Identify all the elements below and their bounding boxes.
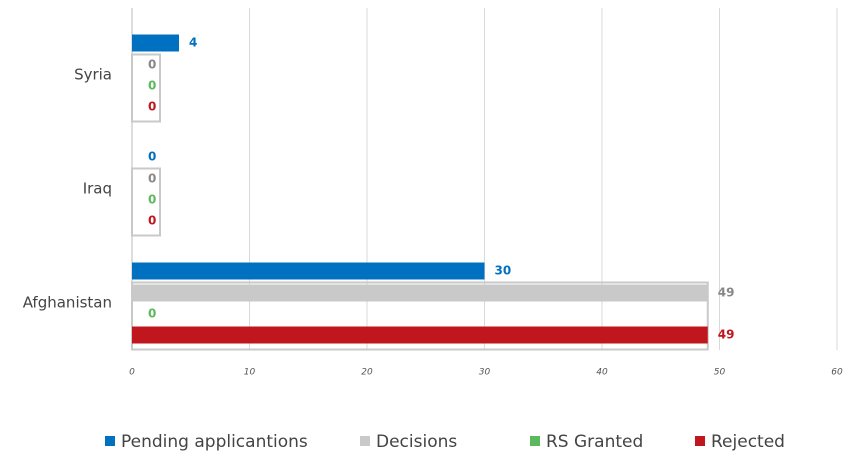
value-label: 0 (148, 58, 156, 72)
legend-swatch (695, 436, 705, 446)
bar (132, 262, 485, 280)
legend-label: RS Granted (546, 432, 643, 452)
legend-label: Decisions (376, 432, 457, 452)
category-label: Afghanistan (23, 294, 112, 312)
value-label: 0 (148, 150, 156, 164)
legend-swatch (360, 436, 370, 446)
x-tick-label: 60 (831, 368, 843, 378)
value-label: 0 (148, 307, 156, 321)
value-label: 0 (148, 214, 156, 228)
bar (132, 284, 708, 302)
bar (132, 326, 708, 344)
category-label: Syria (74, 66, 112, 84)
value-label: 0 (148, 193, 156, 207)
legend-label: Pending applicantions (121, 432, 308, 452)
x-tick-label: 10 (244, 368, 256, 378)
x-tick-label: 40 (596, 368, 608, 378)
legend-swatch (530, 436, 540, 446)
decision-outline (131, 53, 161, 123)
decision-outline (131, 167, 161, 237)
value-label: 0 (148, 79, 156, 93)
value-label: 49 (718, 286, 735, 300)
value-label: 4 (189, 36, 197, 50)
bar (132, 34, 179, 52)
legend-swatch (105, 436, 115, 446)
decision-outline (131, 281, 709, 351)
category-label: Iraq (83, 180, 112, 198)
value-label: 0 (148, 172, 156, 186)
value-label: 49 (718, 328, 735, 342)
value-label: 0 (148, 100, 156, 114)
x-tick-label: 0 (129, 368, 135, 378)
x-tick-label: 30 (479, 368, 491, 378)
x-tick-label: 50 (714, 368, 726, 378)
legend-label: Rejected (711, 432, 785, 452)
x-tick-label: 20 (361, 368, 373, 378)
value-label: 30 (495, 264, 512, 278)
